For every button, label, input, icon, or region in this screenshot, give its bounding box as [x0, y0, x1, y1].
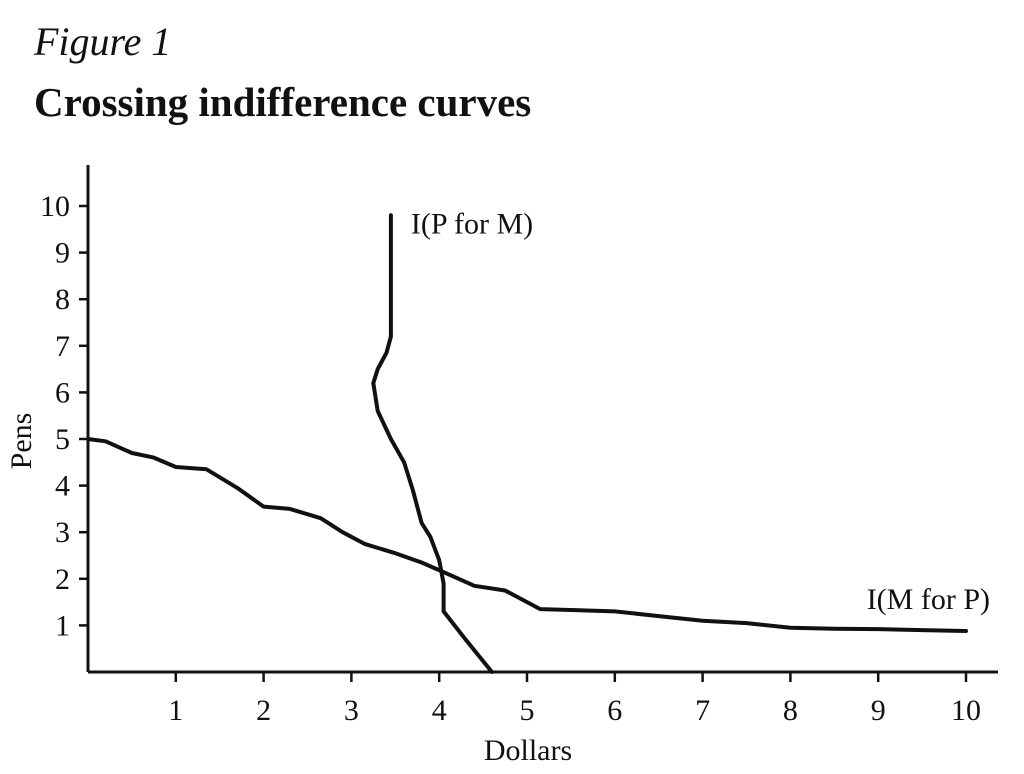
y-tick-label: 7 [55, 330, 70, 363]
y-tick-label: 3 [55, 516, 70, 549]
y-tick-label: 8 [55, 283, 70, 316]
series-label-m-for-p: I(M for P) [867, 583, 990, 616]
chart-series [86, 213, 968, 674]
x-axis-label: Dollars [484, 734, 572, 767]
x-tick-label: 3 [344, 694, 359, 727]
x-tick-label: 6 [607, 694, 622, 727]
x-tick-label: 8 [783, 694, 798, 727]
chart-axes [86, 165, 998, 674]
curve-p-for-m [371, 213, 494, 674]
y-tick-label: 10 [40, 190, 70, 223]
y-tick-label: 5 [55, 423, 70, 456]
series-label-p-for-m: I(P for M) [411, 207, 533, 240]
x-tick-label: 4 [432, 694, 447, 727]
x-tick-label: 10 [951, 694, 981, 727]
y-axis-label: Pens [5, 413, 38, 470]
chart-title: Crossing indifference curves [34, 79, 532, 125]
series-labels: I(P for M) I(M for P) [411, 207, 990, 616]
x-tick-label: 5 [520, 694, 535, 727]
y-tick-label: 1 [55, 609, 70, 642]
figure-label: Figure 1 [34, 19, 172, 64]
y-axis-ticks: 1 2 3 4 5 6 7 8 9 10 [40, 190, 88, 642]
y-tick-label: 6 [55, 376, 70, 409]
y-tick-label: 2 [55, 563, 70, 596]
x-axis-ticks: 1 2 3 4 5 6 7 8 9 10 [168, 672, 981, 727]
x-tick-label: 7 [695, 694, 710, 727]
y-tick-label: 9 [55, 237, 70, 270]
x-tick-label: 2 [256, 694, 271, 727]
x-tick-label: 9 [871, 694, 886, 727]
y-tick-label: 4 [55, 470, 70, 503]
curve-m-for-p [86, 437, 968, 633]
x-tick-label: 1 [168, 694, 183, 727]
